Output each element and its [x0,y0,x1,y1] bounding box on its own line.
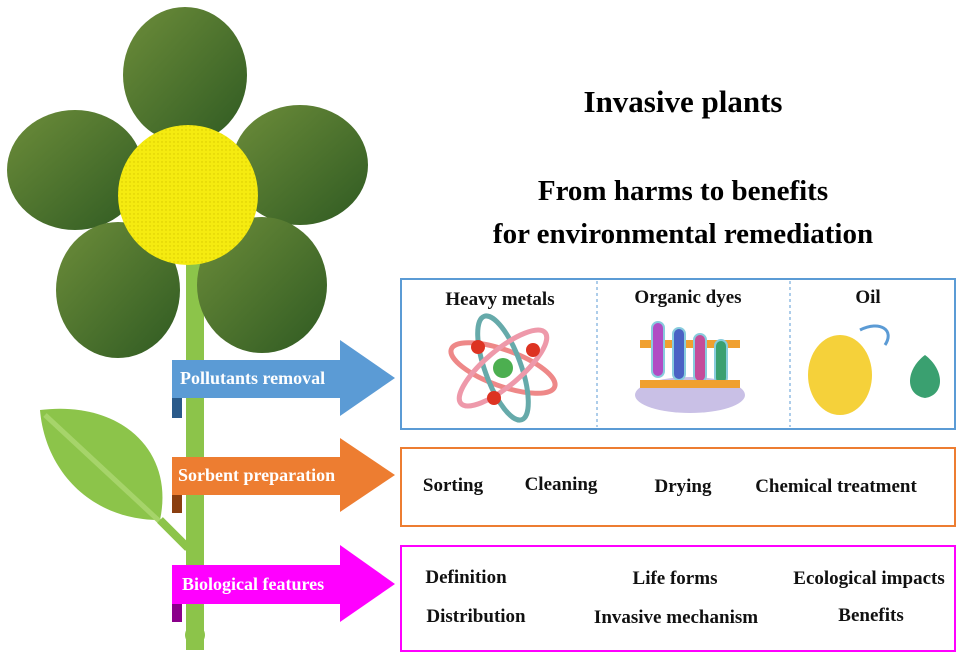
step: Drying [655,476,713,497]
pollutant: Heavy metals [445,289,554,310]
biological-box [401,546,955,651]
atom-icon [445,310,561,426]
title: Invasive plants [584,84,783,119]
subtitle: for environmental remediation [493,218,873,250]
diagram: Pollutants removal Sorbent preparation B… [0,0,957,655]
feature: Invasive mechanism [594,607,758,628]
subtitle: From harms to benefits [538,175,828,207]
arrow-label: Biological features [182,574,324,594]
arrow-label: Sorbent preparation [178,465,335,485]
step: Cleaning [525,474,598,495]
feature: Ecological impacts [793,568,944,589]
step: Sorting [423,475,484,496]
stem-end [185,625,205,645]
sponge-icon [808,326,940,415]
test-tubes-icon [635,322,745,413]
feature: Definition [425,567,507,588]
arrow-label: Pollutants removal [180,368,325,388]
pollutant: Organic dyes [634,287,741,308]
feature: Distribution [426,606,526,627]
feature: Benefits [838,605,903,626]
leaf [40,409,188,548]
step: Chemical treatment [755,476,917,497]
feature: Life forms [633,568,718,589]
pollutant: Oil [855,287,880,308]
